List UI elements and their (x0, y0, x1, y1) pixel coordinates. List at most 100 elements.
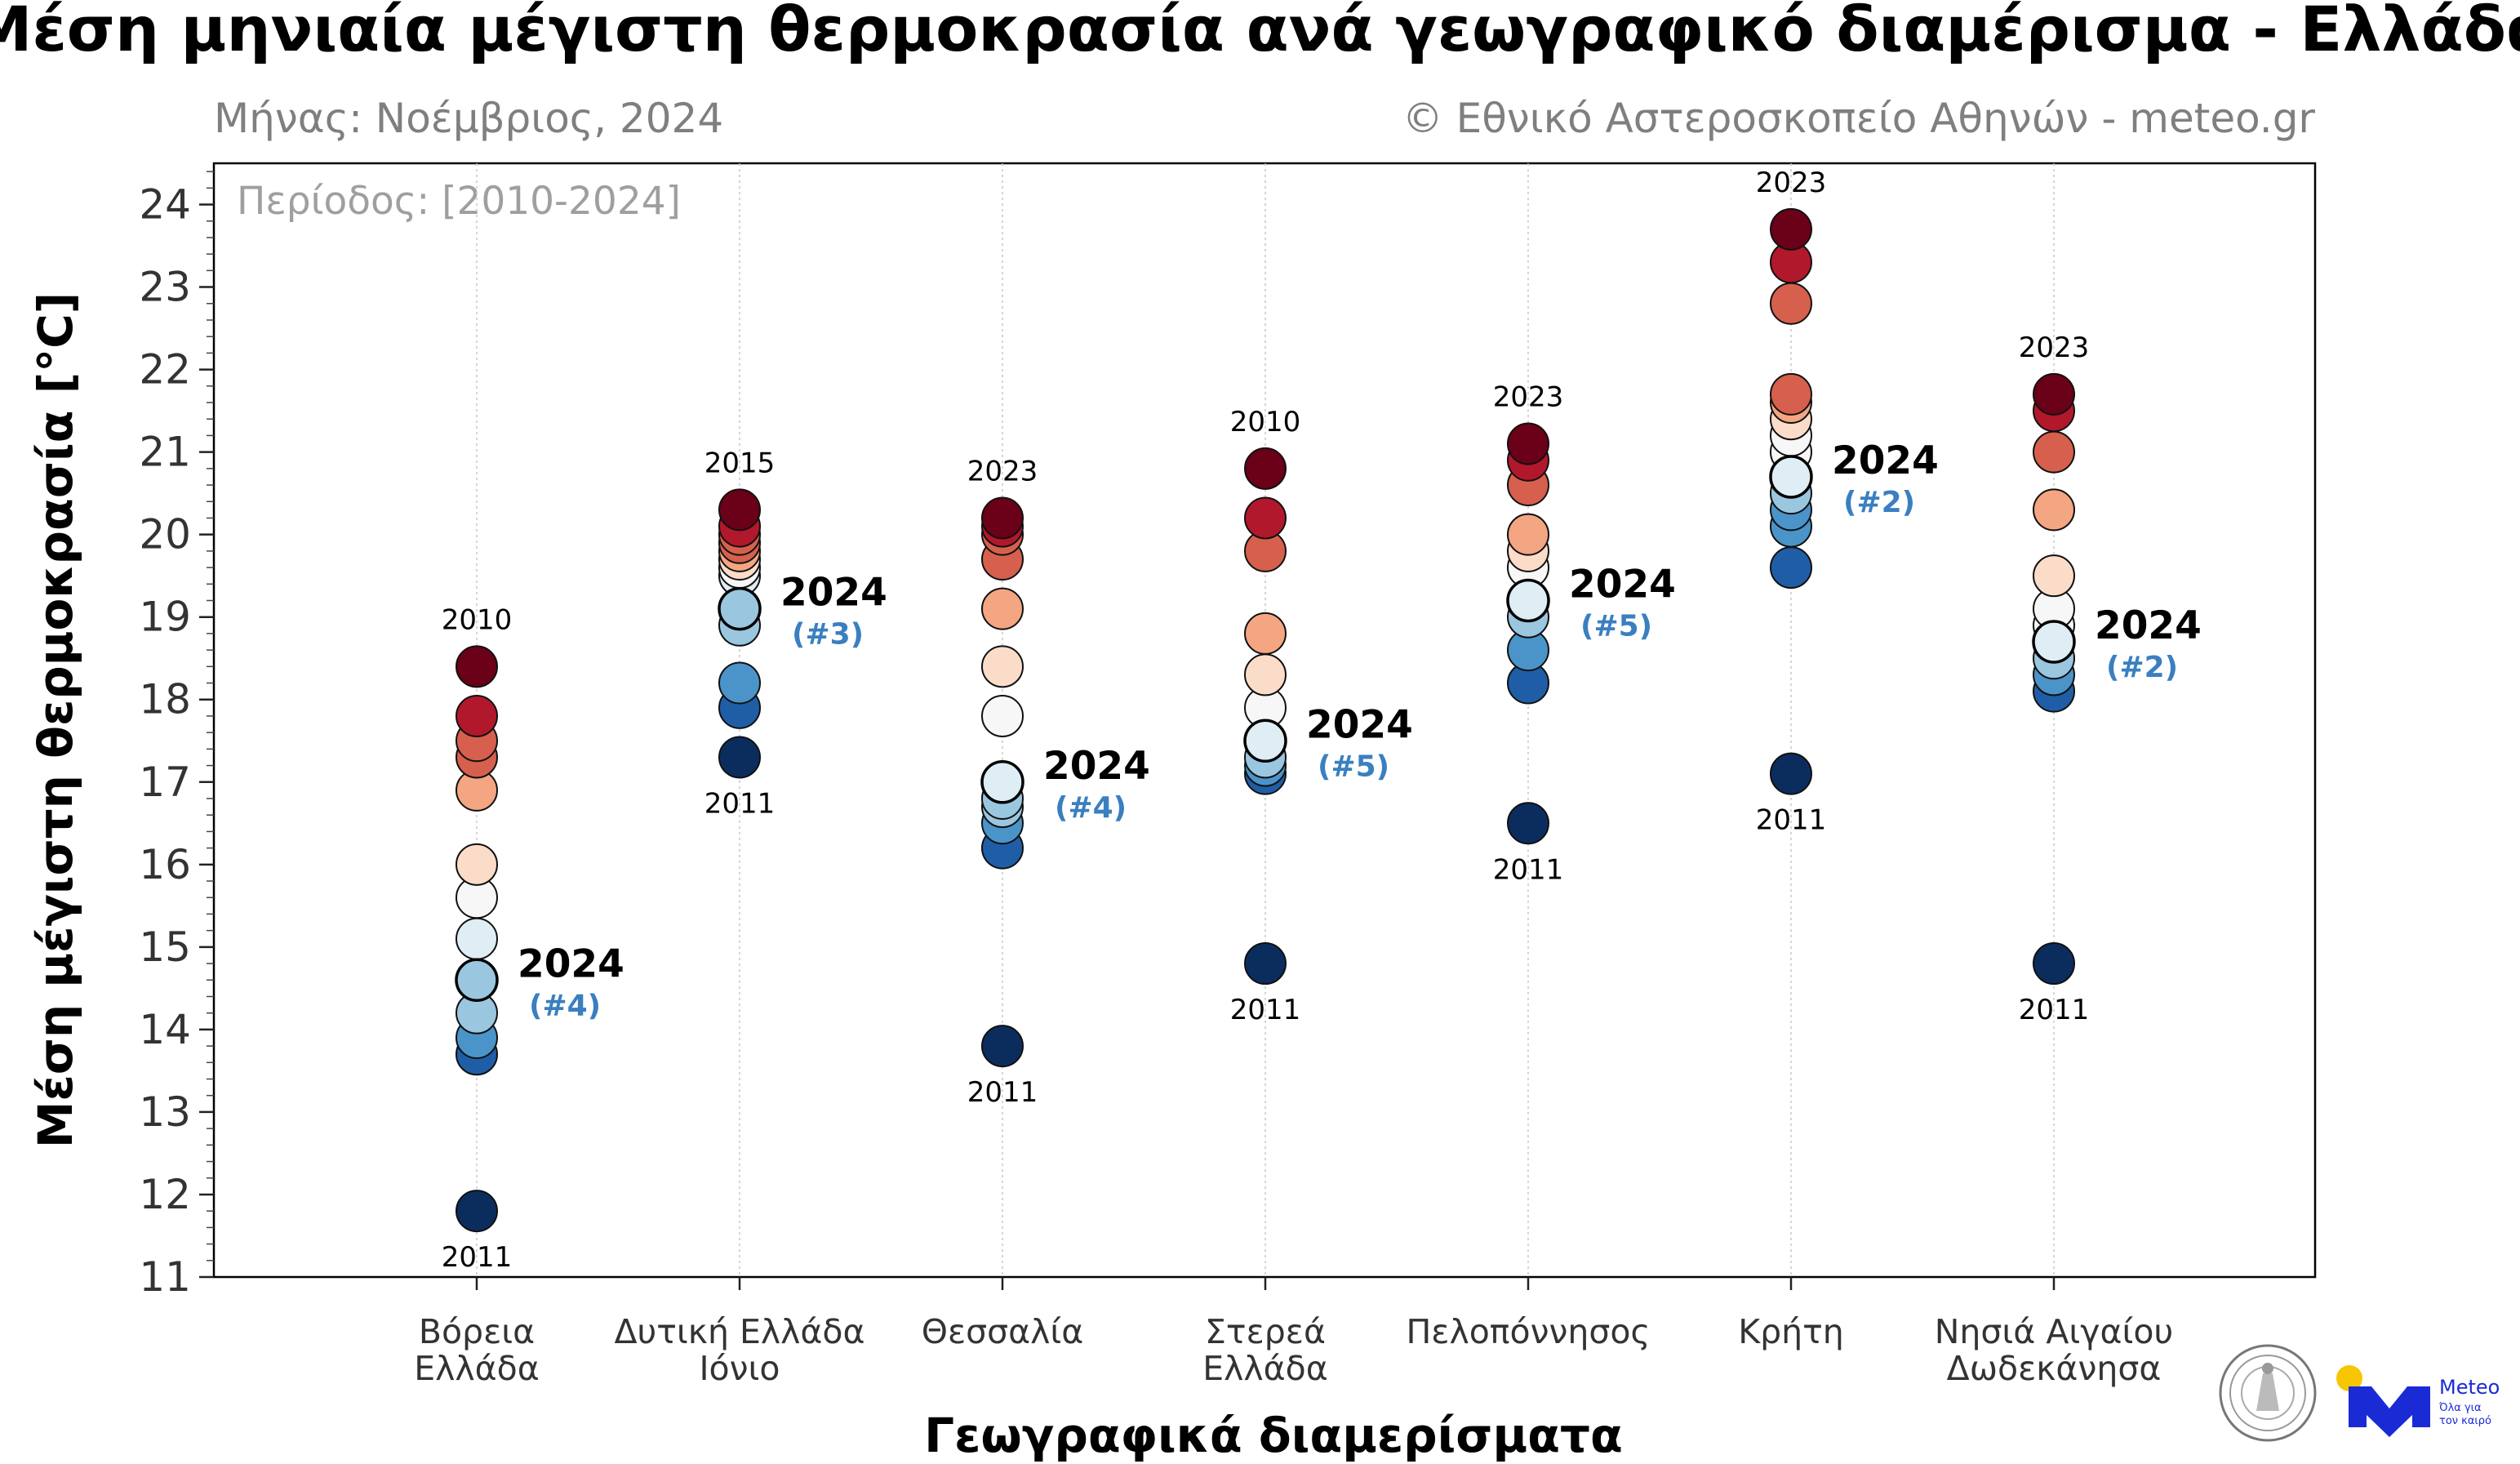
current-year-point (1506, 578, 1550, 623)
data-point (1244, 942, 1287, 986)
data-point (1507, 802, 1549, 845)
rank-label: (#2) (2106, 651, 2178, 684)
data-point (1507, 422, 1549, 465)
min-year-label: 2011 (1493, 853, 1564, 886)
rank-label: (#2) (1843, 486, 1915, 519)
data-point (2033, 430, 2075, 474)
data-point (456, 917, 498, 960)
current-year-label: 2024 (1569, 562, 1676, 607)
data-point (981, 1025, 1024, 1068)
period-label: Περίοδος: [2010-2024] (237, 179, 681, 224)
data-point (456, 694, 498, 737)
data-point (2033, 372, 2075, 416)
y-tick-label: 17 (139, 759, 191, 806)
current-year-point (1769, 455, 1813, 499)
month-subtitle: Μήνας: Νοέμβριος, 2024 (214, 95, 723, 142)
copyright-subtitle: © Εθνικό Αστεροσκοπείο Αθηνών - meteo.gr (1402, 95, 2316, 142)
x-tick-label: Θεσσαλία (922, 1312, 1084, 1351)
current-year-label: 2024 (1832, 438, 1939, 483)
x-tick-label: Νησιά Αιγαίου (1935, 1312, 2173, 1351)
x-tick-label: Ελλάδα (1202, 1349, 1328, 1388)
data-point (1244, 447, 1287, 490)
x-tick-label: Στερεά (1205, 1312, 1326, 1351)
y-tick-label: 11 (139, 1253, 191, 1301)
y-tick-label: 16 (139, 841, 191, 888)
data-point (981, 645, 1024, 688)
data-point (456, 1190, 498, 1233)
meteo-slogan-line2: τον καιρό (2439, 1415, 2491, 1427)
annotations: 201020112024(#4)201520112024(#3)20232011… (442, 167, 2202, 1274)
data-point (456, 645, 498, 688)
y-tick-label: 24 (139, 181, 191, 229)
noa-seal-logo (2219, 1344, 2317, 1442)
max-year-label: 2023 (2019, 332, 2090, 364)
data-point (1244, 612, 1287, 655)
data-point (1770, 207, 1812, 251)
max-year-label: 2023 (1756, 167, 1827, 199)
current-year-point (455, 958, 499, 1003)
rank-label: (#3) (792, 618, 864, 652)
min-year-label: 2011 (704, 787, 776, 820)
data-point (718, 661, 761, 705)
data-point (2033, 488, 2075, 532)
y-tick-label: 22 (139, 346, 191, 394)
x-tick-label: Βόρεια (419, 1312, 535, 1351)
y-tick-label: 23 (139, 264, 191, 311)
rank-label: (#4) (529, 989, 601, 1022)
data-point (1770, 546, 1812, 590)
y-axis: 11 12 13 14 15 16 17 18 19 20 21 22 23 24 (139, 171, 214, 1301)
data-point (2033, 942, 2075, 986)
y-tick-label: 15 (139, 923, 191, 971)
min-year-label: 2011 (1756, 804, 1827, 837)
y-tick-label: 12 (139, 1171, 191, 1218)
max-year-label: 2010 (1230, 406, 1301, 438)
data-point (1244, 653, 1287, 696)
y-tick-label: 14 (139, 1006, 191, 1053)
data-points (455, 207, 2076, 1233)
meteo-name: Meteo (2439, 1376, 2500, 1399)
data-point (456, 843, 498, 886)
x-tick-label: Κρήτη (1738, 1312, 1844, 1351)
min-year-label: 2011 (2019, 994, 2090, 1026)
y-tick-label: 20 (139, 511, 191, 558)
max-year-label: 2023 (1493, 381, 1564, 414)
data-point (2033, 554, 2075, 598)
rank-label: (#5) (1318, 750, 1389, 783)
data-point (981, 694, 1024, 737)
meteo-m-icon (2349, 1386, 2430, 1437)
data-point (1770, 752, 1812, 795)
sun-icon (2336, 1365, 2362, 1391)
current-year-label: 2024 (1306, 702, 1413, 747)
x-tick-label: Ελλάδα (414, 1349, 540, 1388)
y-tick-label: 13 (139, 1088, 191, 1136)
y-tick-label: 18 (139, 676, 191, 723)
x-tick-label: Δωδεκάνησα (1947, 1349, 2162, 1388)
min-year-label: 2011 (967, 1076, 1038, 1109)
current-year-point (718, 586, 762, 631)
data-point (981, 587, 1024, 630)
x-tick-label: Πελοπόννησος (1406, 1312, 1650, 1351)
current-year-label: 2024 (518, 941, 624, 986)
data-point (1244, 496, 1287, 540)
rank-label: (#5) (1580, 609, 1652, 643)
x-tick-label: Ιόνιο (699, 1349, 780, 1388)
meteo-logo: Meteo Όλα για τον καιρό (2336, 1365, 2500, 1437)
y-tick-label: 21 (139, 429, 191, 476)
current-year-point (980, 760, 1024, 804)
current-year-label: 2024 (1043, 744, 1150, 789)
data-point (1770, 282, 1812, 325)
data-point (981, 496, 1024, 540)
min-year-label: 2011 (1230, 994, 1301, 1026)
data-point (1770, 372, 1812, 416)
y-tick-label: 19 (139, 594, 191, 641)
y-axis-label: Μέση μέγιστη θερμοκρασία [°C] (28, 292, 83, 1149)
data-point (718, 736, 761, 779)
chart-title: Μέση μηνιαία μέγιστη θερμοκρασία ανά γεω… (0, 0, 2520, 65)
x-axis-label: Γεωγραφικά διαμερίσματα (924, 1408, 1623, 1463)
current-year-point (2032, 620, 2076, 664)
max-year-label: 2023 (967, 455, 1038, 487)
max-year-label: 2015 (704, 447, 776, 479)
data-point (718, 488, 761, 532)
